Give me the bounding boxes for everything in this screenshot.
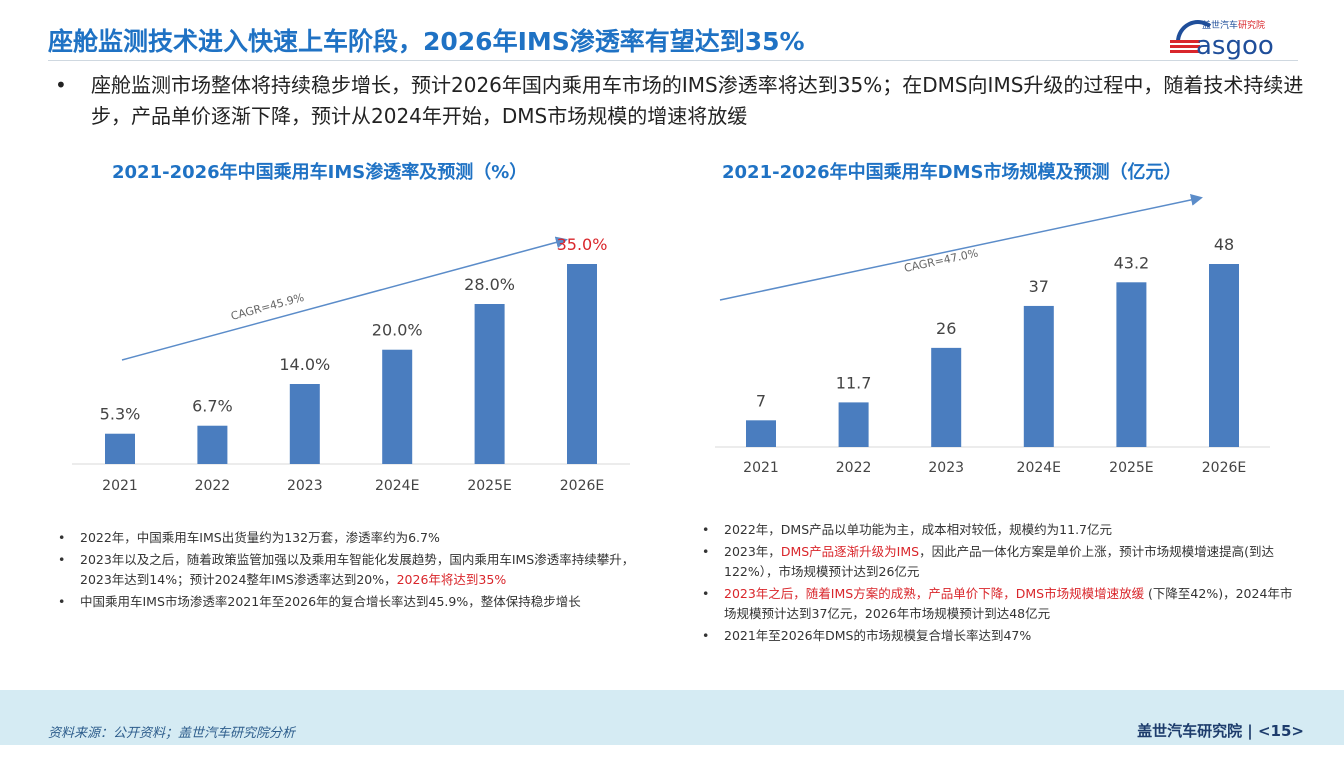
- note-text: ，因此产品一体化方案是单价上涨，预计市场规模增速提高(到达122%），市场规模预…: [724, 544, 1274, 579]
- note-text: 2022年，DMS产品以单功能为主，成本相对较低，规模约为11.7亿元: [724, 522, 1112, 537]
- ims-data-label: 20.0%: [372, 321, 423, 340]
- dms-data-label: 37: [1029, 277, 1049, 296]
- dms-data-label: 48: [1214, 235, 1234, 254]
- note-item: 2023年之后，随着IMS方案的成熟，产品单价下降，DMS市场规模增速放缓 (下…: [696, 584, 1296, 624]
- gasgoo-logo: 盖世汽车研究院 asgoo: [1170, 19, 1274, 61]
- ims-bar: [105, 433, 135, 464]
- dms-bar: [838, 402, 869, 447]
- dms-cagr-arrow: [719, 194, 1203, 301]
- ims-cagr-arrow: [121, 236, 568, 361]
- page-title: 座舱监测技术进入快速上车阶段，2026年IMS渗透率有望达到35%: [48, 27, 805, 56]
- note-item: 2021年至2026年DMS的市场规模复合增长率达到47%: [696, 626, 1296, 646]
- ims-data-label: 5.3%: [100, 405, 141, 424]
- bullet: •: [55, 73, 67, 97]
- ims-data-label: 35.0%: [557, 235, 608, 254]
- ims-bar: [197, 425, 228, 464]
- intro-text: 座舱监测市场整体将持续稳步增长，预计2026年国内乘用车市场的IMS渗透率将达到…: [91, 73, 1304, 128]
- note-text: 2021年至2026年DMS的市场规模复合增长率达到47%: [724, 628, 1032, 643]
- ims-tick-label: 2025E: [467, 478, 511, 494]
- ims-bar: [382, 349, 413, 464]
- dms-tick-label: 2022: [836, 460, 872, 476]
- dms-tick-label: 2024E: [1017, 460, 1061, 476]
- note-item: 2022年，中国乘用车IMS出货量约为132万套，渗透率约为6.7%: [52, 528, 652, 548]
- dms-data-label: 11.7: [836, 373, 872, 392]
- note-item: 2022年，DMS产品以单功能为主，成本相对较低，规模约为11.7亿元: [696, 520, 1296, 540]
- ims-tick-label: 2026E: [560, 478, 604, 494]
- note-item: 2023年以及之后，随着政策监管加强以及乘用车智能化发展趋势，国内乘用车IMS渗…: [52, 550, 652, 590]
- dms-tick-label: 2026E: [1202, 460, 1246, 476]
- note-text: 中国乘用车IMS市场渗透率2021年至2026年的复合增长率达到45.9%，整体…: [80, 594, 581, 609]
- dms-bar: [1116, 282, 1147, 447]
- dms-data-label: 43.2: [1114, 253, 1150, 272]
- dms-chart-title: 2021-2026年中国乘用车DMS市场规模及预测（亿元）: [722, 162, 1182, 183]
- footer-band: [0, 690, 1344, 745]
- charts-canvas: CAGR=45.9% CAGR=47.0% 5.3% 2021 6.7% 2022 14…: [72, 194, 1270, 494]
- dms-bar: [746, 420, 776, 447]
- dms-tick-label: 2025E: [1109, 460, 1153, 476]
- dms-data-label: 7: [756, 391, 766, 410]
- note-text: DMS产品逐渐升级为IMS: [780, 544, 920, 559]
- dms-cagr-label: CAGR=47.0%: [903, 247, 979, 275]
- source-note: 资料来源：公开资料；盖世汽车研究院分析: [48, 726, 296, 741]
- note-text: 2023年以及之后，随着政策监管加强以及乘用车智能化发展趋势，国内乘用车IMS渗…: [80, 552, 635, 587]
- note-item: 中国乘用车IMS市场渗透率2021年至2026年的复合增长率达到45.9%，整体…: [52, 592, 652, 612]
- note-text: 2023年，: [724, 544, 781, 559]
- note-text: 2023年之后，随着IMS方案的成熟，产品单价下降，DMS市场规模增速放缓: [724, 586, 1145, 601]
- ims-data-label: 28.0%: [464, 275, 515, 294]
- ims-bar: [289, 384, 320, 464]
- note-item: 2023年，DMS产品逐渐升级为IMS，因此产品一体化方案是单价上涨，预计市场规…: [696, 542, 1296, 582]
- ims-data-label: 6.7%: [192, 397, 233, 416]
- ims-cagr-label: CAGR=45.9%: [229, 291, 305, 323]
- dms-notes: 2022年，DMS产品以单功能为主，成本相对较低，规模约为11.7亿元 2023年…: [696, 520, 1296, 648]
- dms-bar: [1209, 264, 1239, 447]
- title-divider: [48, 60, 1298, 61]
- brand-page-number: 盖世汽车研究院 | <15>: [1137, 722, 1304, 740]
- dms-bar: [1023, 305, 1054, 447]
- svg-text:盖世汽车研究院: 盖世汽车研究院: [1202, 19, 1265, 31]
- ims-bar: [567, 264, 597, 464]
- note-text: 2022年，中国乘用车IMS出货量约为132万套，渗透率约为6.7%: [80, 530, 440, 545]
- ims-tick-label: 2024E: [375, 478, 419, 494]
- dms-tick-label: 2023: [928, 460, 964, 476]
- dms-tick-label: 2021: [743, 460, 779, 476]
- svg-text:asgoo: asgoo: [1196, 31, 1274, 61]
- intro-bullet: • 座舱监测市场整体将持续稳步增长，预计2026年国内乘用车市场的IMS渗透率将…: [55, 70, 1305, 132]
- note-text: (下降至42%)，2024年市场规模预计达到37亿元，2026年市场规模预计到达…: [724, 586, 1293, 621]
- dms-bar: [931, 347, 962, 447]
- ims-bar: [474, 304, 505, 464]
- ims-notes: 2022年，中国乘用车IMS出货量约为132万套，渗透率约为6.7% 2023年以…: [52, 528, 652, 614]
- ims-data-label: 14.0%: [279, 355, 330, 374]
- ims-tick-label: 2023: [287, 478, 323, 494]
- ims-chart-title: 2021-2026年中国乘用车IMS渗透率及预测（%）: [112, 162, 528, 183]
- ims-tick-label: 2021: [102, 478, 138, 494]
- note-text: 2026年将达到35%: [396, 572, 507, 587]
- ims-tick-label: 2022: [195, 478, 231, 494]
- dms-data-label: 26: [936, 319, 956, 338]
